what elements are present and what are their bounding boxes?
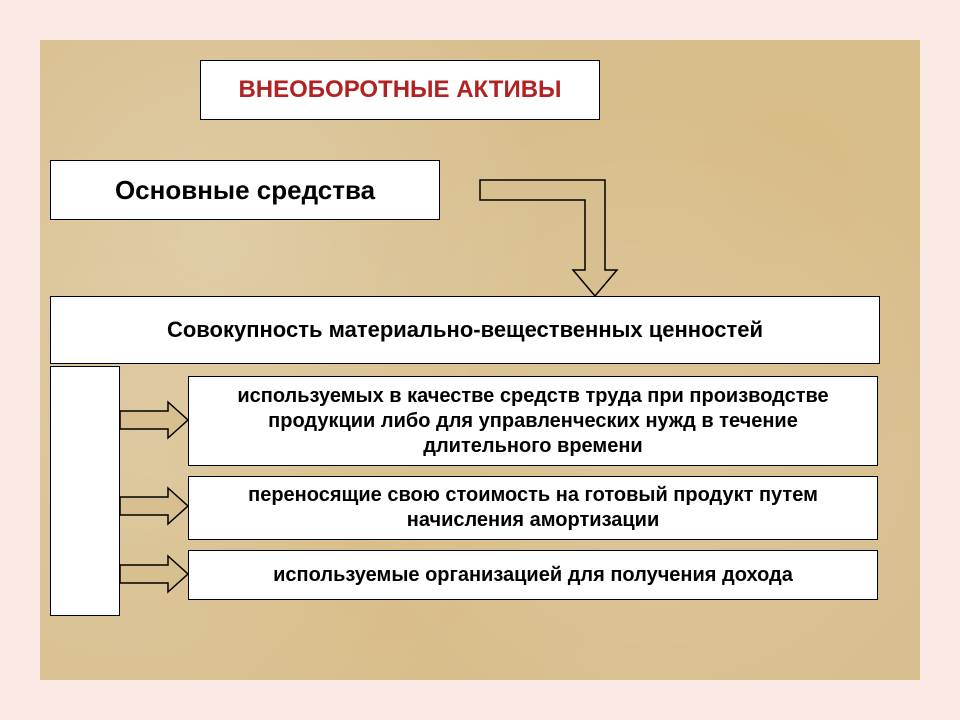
right-arrow-icon <box>118 554 190 594</box>
main-definition-box: Совокупность материально-вещественных це… <box>50 296 880 364</box>
left-spine-box <box>50 366 120 616</box>
elbow-arrow-icon <box>478 178 619 298</box>
main-definition-text: Совокупность материально-вещественных це… <box>167 316 763 344</box>
title-box: ВНЕОБОРОТНЫЕ АКТИВЫ <box>200 60 600 120</box>
item-box: переносящие свою стоимость на готовый пр… <box>188 476 878 540</box>
subtitle-box: Основные средства <box>50 160 440 220</box>
item-text: используемые организацией для получения … <box>273 563 793 588</box>
item-text: переносящие свою стоимость на готовый пр… <box>203 483 863 533</box>
item-box: используемых в качестве средств труда пр… <box>188 376 878 466</box>
right-arrow-icon <box>118 400 190 440</box>
item-text: используемых в качестве средств труда пр… <box>203 384 863 459</box>
subtitle-text: Основные средства <box>115 174 375 207</box>
right-arrow-icon <box>118 486 190 526</box>
title-text: ВНЕОБОРОТНЫЕ АКТИВЫ <box>238 75 561 105</box>
item-box: используемые организацией для получения … <box>188 550 878 600</box>
diagram-canvas: ВНЕОБОРОТНЫЕ АКТИВЫ Основные средства Со… <box>40 40 920 680</box>
